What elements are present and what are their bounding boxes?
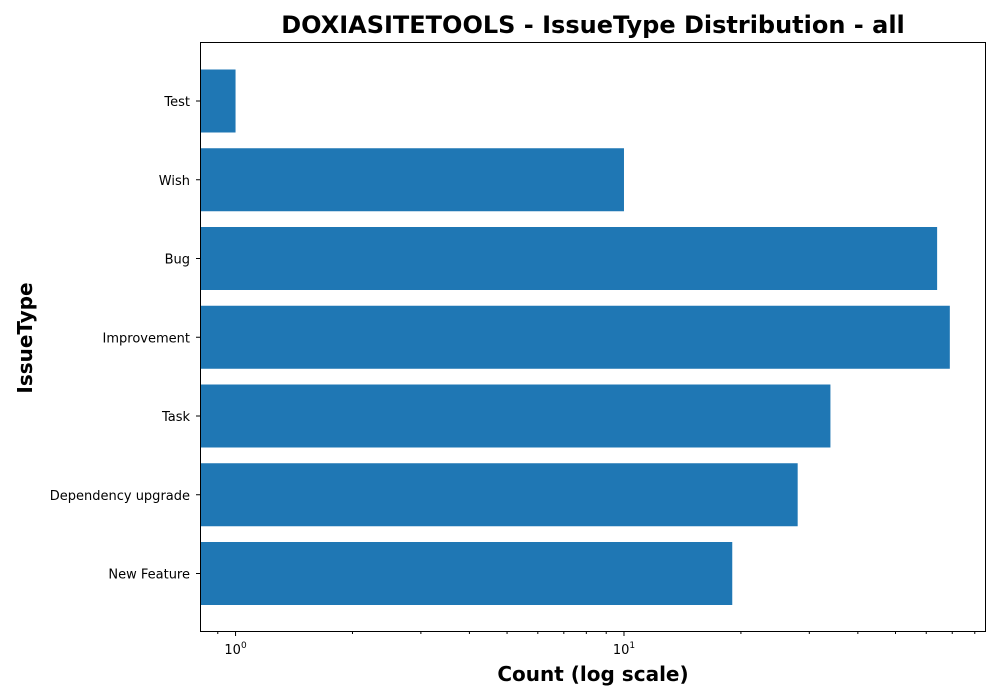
x-tick-label: 100 bbox=[224, 641, 247, 658]
y-tick-label-dependency-upgrade: Dependency upgrade bbox=[50, 489, 190, 504]
bar-improvement bbox=[200, 305, 950, 369]
bar-new-feature bbox=[200, 542, 733, 605]
y-tick-label-bug: Bug bbox=[165, 253, 190, 268]
chart-title: DOXIASITETOOLS - IssueType Distribution … bbox=[281, 11, 905, 39]
x-axis-ticks: 100 101 bbox=[217, 631, 976, 658]
y-axis-ticks: Test Wish Bug Improvement Task Dependency upg… bbox=[50, 95, 200, 583]
bar-task bbox=[200, 384, 831, 448]
bar-wish bbox=[200, 148, 624, 212]
bar-bug bbox=[200, 227, 938, 290]
y-tick-label-task: Task bbox=[161, 410, 191, 425]
y-axis-label: IssueType bbox=[13, 282, 37, 393]
y-tick-label-wish: Wish bbox=[159, 174, 190, 189]
y-tick-label-new-feature: New Feature bbox=[108, 568, 190, 583]
plot-frame bbox=[200, 42, 986, 632]
x-axis-label: Count (log scale) bbox=[497, 662, 688, 686]
y-tick-label-improvement: Improvement bbox=[103, 331, 190, 346]
y-tick-label-test: Test bbox=[163, 95, 190, 110]
bar-group bbox=[200, 69, 950, 605]
bar-test bbox=[200, 69, 236, 133]
bar-dependency-upgrade bbox=[200, 463, 798, 527]
x-tick-label: 101 bbox=[613, 641, 635, 658]
